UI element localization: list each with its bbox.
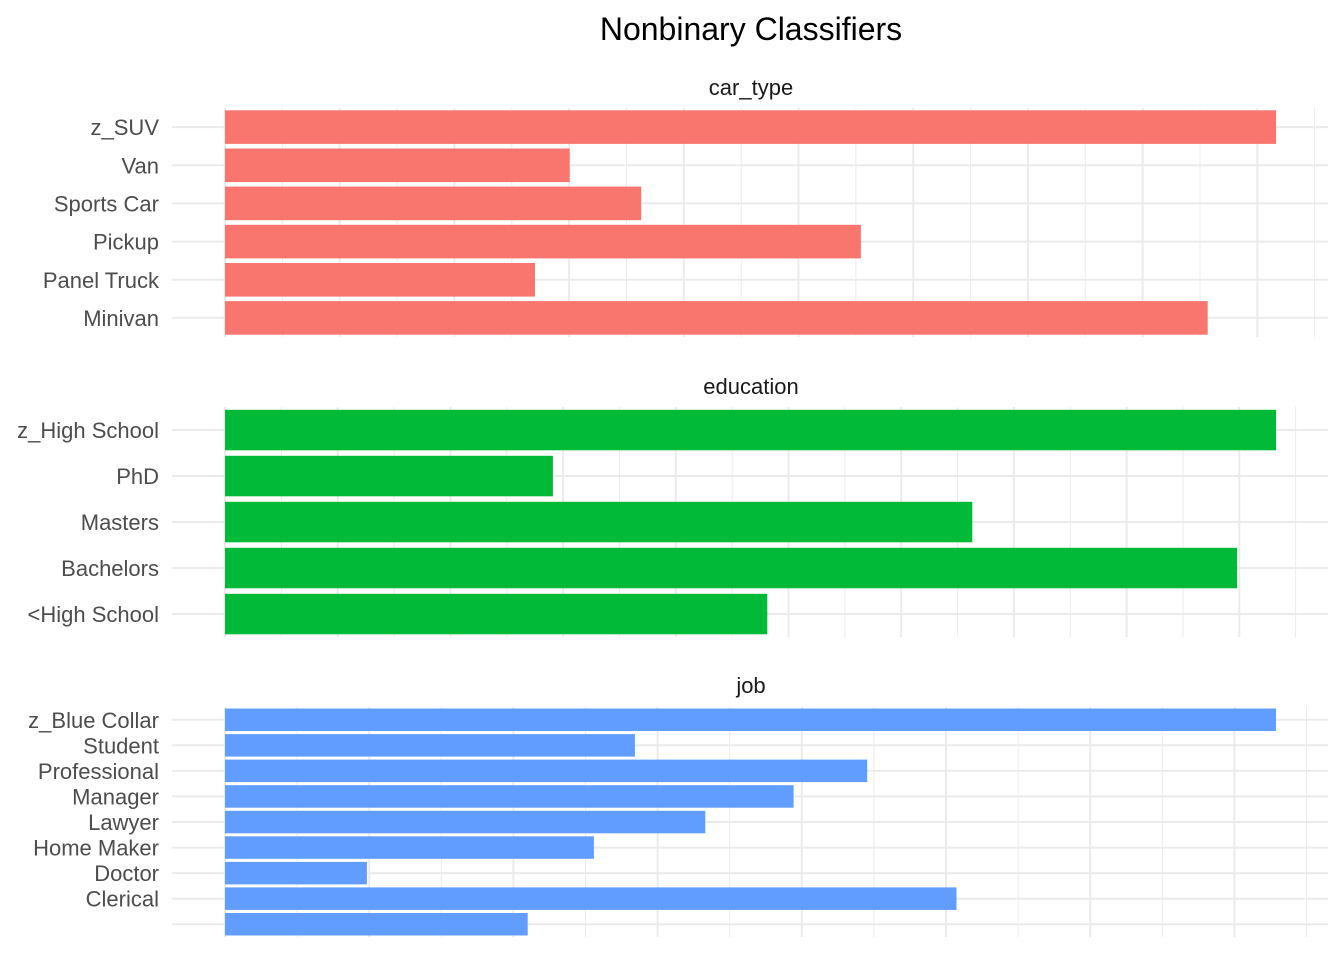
y-tick-label: Minivan — [83, 306, 159, 331]
y-tick-label: Bachelors — [61, 556, 159, 581]
facet-job: job z_Blue CollarStudentProfessionalManag… — [28, 673, 1328, 937]
bar-manager — [225, 785, 794, 808]
bar-home-maker — [225, 836, 594, 859]
bar--high-school — [225, 593, 768, 635]
bar-z-blue-collar — [225, 708, 1276, 731]
y-tick-label: <High School — [28, 602, 159, 627]
y-tick-label: Lawyer — [88, 810, 159, 835]
y-tick-label: Manager — [72, 784, 159, 809]
chart-title: Nonbinary Classifiers — [600, 11, 902, 47]
facet-car-type: car_type z_SUV Van Sports Car Pickup Panel Tr… — [43, 75, 1328, 337]
bar-doctor — [225, 861, 367, 885]
bar-lawyer — [225, 810, 706, 834]
bar-van — [225, 148, 570, 183]
y-tick-label: Sports Car — [54, 191, 159, 216]
bar-z-suv — [225, 110, 1276, 144]
facet-education: education z_High School PhD Masters Bachelor… — [17, 374, 1328, 637]
bar-pickup — [225, 224, 861, 259]
bar-clerical — [225, 887, 957, 910]
bar-phd — [225, 455, 553, 497]
y-tick-label: Pickup — [93, 230, 159, 255]
bar-sports-car — [225, 186, 642, 221]
y-tick-label: PhD — [116, 464, 159, 489]
bar-bachelors — [225, 547, 1238, 589]
y-tick-label: Home Maker — [33, 836, 159, 861]
y-tick-label: Student — [83, 733, 159, 758]
y-tick-label: Panel Truck — [43, 268, 160, 293]
facet-label: job — [735, 673, 765, 698]
bar-minivan — [225, 301, 1208, 335]
y-tick-label: Clerical — [86, 887, 159, 912]
y-tick-label: z_Blue Collar — [28, 708, 159, 733]
bar-student — [225, 734, 635, 757]
y-tick-label: Professional — [38, 759, 159, 784]
facet-label: education — [703, 374, 798, 399]
y-tick-label: z_SUV — [91, 115, 160, 140]
facet-label: car_type — [709, 75, 793, 100]
bar-z-high-school — [225, 409, 1276, 451]
y-tick-label: Van — [121, 153, 159, 178]
y-tick-label: z_High School — [17, 418, 159, 443]
y-tick-label: Masters — [81, 510, 159, 535]
bar-panel-truck — [225, 263, 535, 297]
y-tick-label: Doctor — [94, 861, 159, 886]
bar-professional — [225, 759, 868, 783]
bar-unlabeled — [225, 913, 528, 936]
bar-masters — [225, 501, 973, 543]
